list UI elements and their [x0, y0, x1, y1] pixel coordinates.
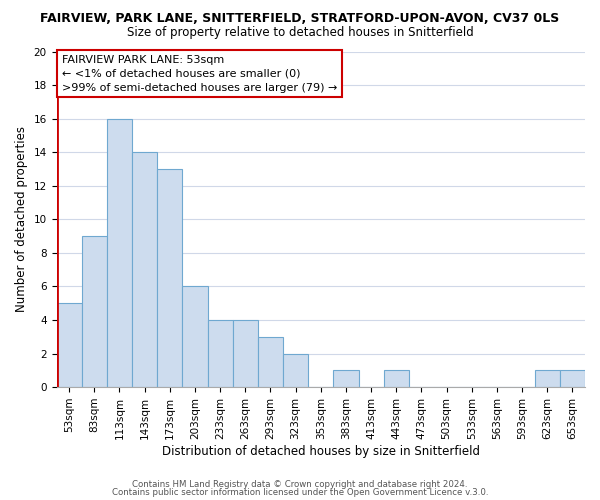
Text: Size of property relative to detached houses in Snitterfield: Size of property relative to detached ho… [127, 26, 473, 39]
Bar [208, 320, 233, 387]
Bar [132, 152, 157, 387]
Bar [157, 169, 182, 387]
Y-axis label: Number of detached properties: Number of detached properties [15, 126, 28, 312]
Text: Contains HM Land Registry data © Crown copyright and database right 2024.: Contains HM Land Registry data © Crown c… [132, 480, 468, 489]
Bar [56, 303, 82, 387]
X-axis label: Distribution of detached houses by size in Snitterfield: Distribution of detached houses by size … [162, 444, 480, 458]
Bar [560, 370, 585, 387]
Text: FAIRVIEW, PARK LANE, SNITTERFIELD, STRATFORD-UPON-AVON, CV37 0LS: FAIRVIEW, PARK LANE, SNITTERFIELD, STRAT… [40, 12, 560, 26]
Bar [535, 370, 560, 387]
Bar [107, 118, 132, 387]
Bar [82, 236, 107, 387]
Text: FAIRVIEW PARK LANE: 53sqm
← <1% of detached houses are smaller (0)
>99% of semi-: FAIRVIEW PARK LANE: 53sqm ← <1% of detac… [62, 55, 337, 93]
Text: Contains public sector information licensed under the Open Government Licence v.: Contains public sector information licen… [112, 488, 488, 497]
Bar [258, 337, 283, 387]
Bar [233, 320, 258, 387]
Bar [182, 286, 208, 387]
Bar [334, 370, 359, 387]
Bar [383, 370, 409, 387]
Bar [283, 354, 308, 387]
